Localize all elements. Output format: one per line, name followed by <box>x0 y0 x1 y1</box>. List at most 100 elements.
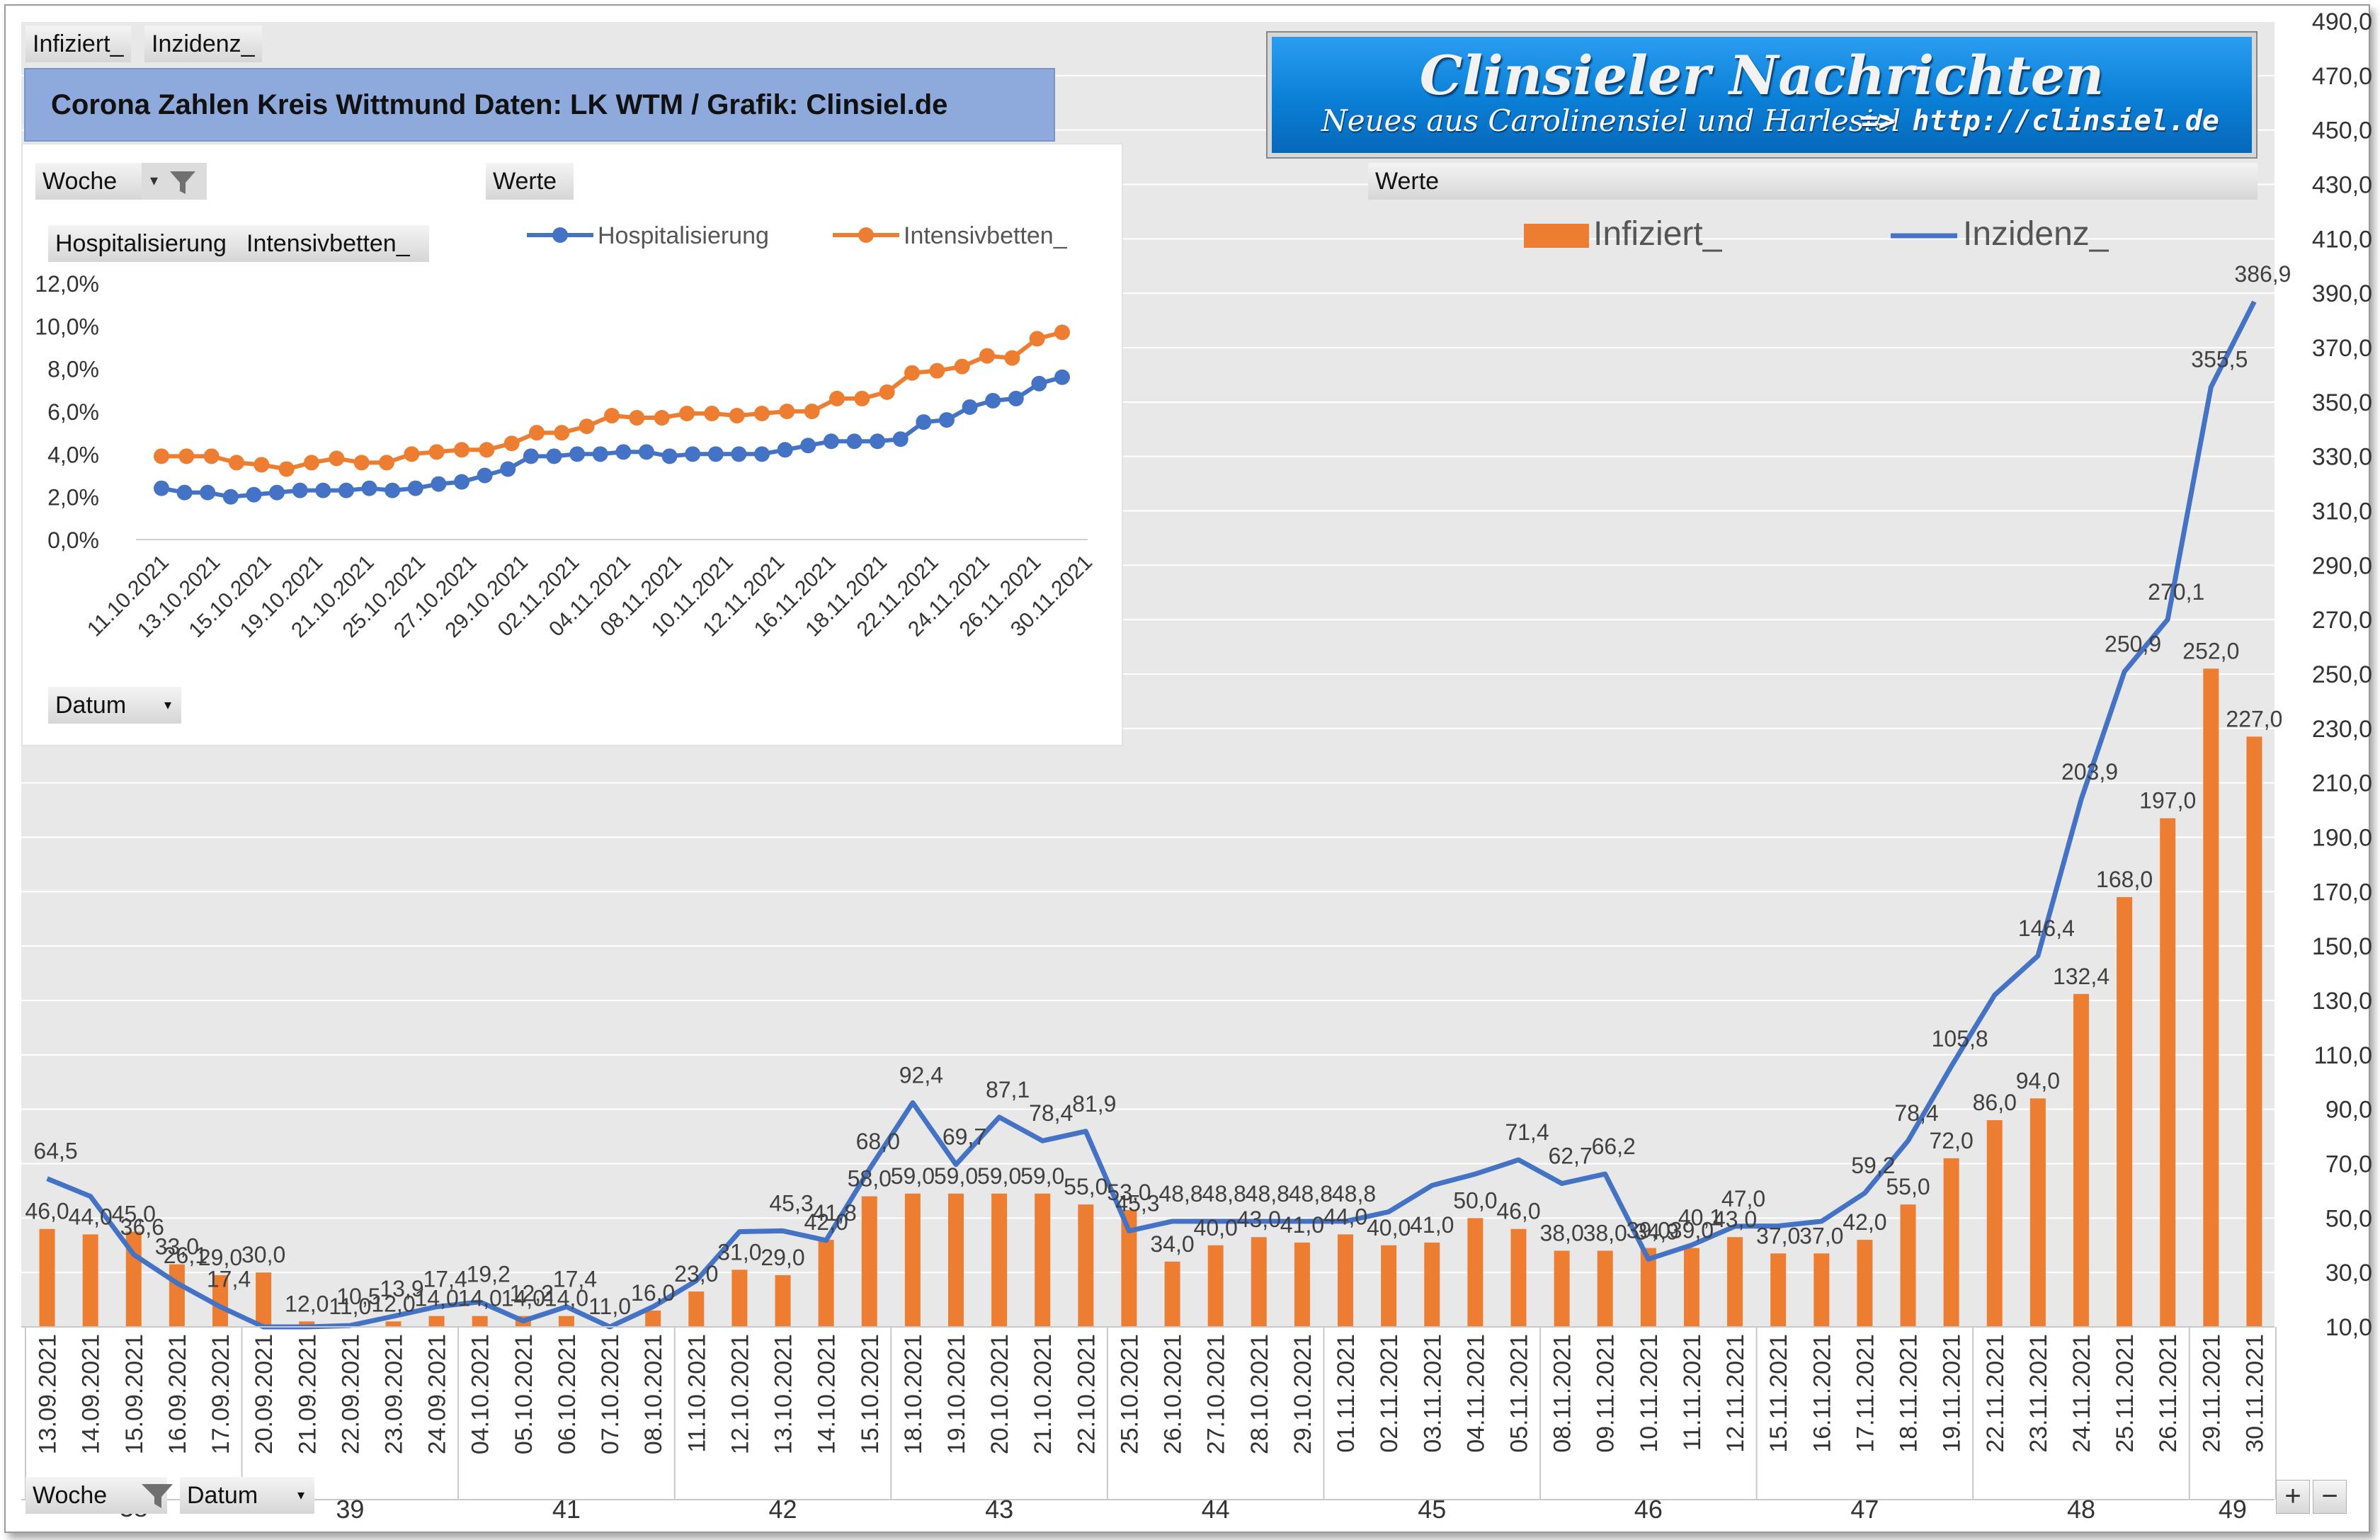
inset-field-intensivbetten[interactable]: Intensivbetten_ <box>239 225 429 262</box>
bar-data-label: 23,0 <box>674 1261 718 1287</box>
line-data-label: 17,4 <box>553 1267 597 1292</box>
y-tick-label: 90,0 <box>2325 1097 2372 1124</box>
x-tick-label: 04.11.2021 <box>1462 1334 1489 1453</box>
inset-chart: 0,0%2,0%4,0%6,0%8,0%10,0%12,0%11.10.2021… <box>35 222 1097 642</box>
line-data-label: 17,4 <box>207 1267 251 1292</box>
week-label: 47 <box>1850 1495 1879 1524</box>
inset-point <box>754 446 770 462</box>
bar-data-label: 37,0 <box>1756 1223 1800 1248</box>
line-data-label: 47,0 <box>1721 1186 1765 1211</box>
line-data-label: 45,3 <box>769 1190 813 1216</box>
field-button-infiziert[interactable]: Infiziert_ <box>25 25 131 62</box>
inset-point <box>503 435 520 452</box>
inset-datum-button[interactable]: Datum ▾ <box>48 687 181 724</box>
bar <box>82 1234 98 1327</box>
y-tick-label: 430,0 <box>2312 172 2372 199</box>
inset-point <box>800 438 816 454</box>
werte-field-button[interactable]: Werte <box>1368 163 2257 200</box>
inset-series-line <box>161 375 1063 499</box>
line-data-label: 48,8 <box>1332 1181 1376 1207</box>
x-tick-label: 14.10.2021 <box>814 1334 841 1454</box>
inset-point <box>707 446 724 462</box>
x-tick-label: 11.11.2021 <box>1679 1334 1706 1451</box>
inset-point <box>454 474 469 490</box>
inset-point <box>1004 350 1020 366</box>
bar-data-label: 94,0 <box>2016 1068 2060 1093</box>
bar-data-label: 34,0 <box>1150 1231 1194 1257</box>
inset-filter-button[interactable]: ▾ <box>142 163 207 200</box>
legend-label: Inzidenz_ <box>1963 215 2109 253</box>
line-data-label: 250,9 <box>2105 632 2161 657</box>
inset-y-tick-label: 12,0% <box>35 271 99 297</box>
y-tick-label: 270,0 <box>2312 607 2372 634</box>
bar-data-label: 14,0 <box>414 1286 458 1311</box>
woche-field-button[interactable]: Woche <box>25 1477 167 1514</box>
bar <box>2029 1098 2046 1327</box>
y-tick-label: 490,0 <box>2312 8 2372 35</box>
inset-chart-panel: Woche ▾ Werte Hospitalisierung Intensivb… <box>21 143 1123 746</box>
inset-point <box>379 455 394 471</box>
inset-point <box>638 444 654 460</box>
line-data-label: 81,9 <box>1072 1091 1116 1117</box>
bar-data-label: 11,0 <box>588 1294 631 1319</box>
x-tick-label: 29.10.2021 <box>1289 1334 1316 1454</box>
bar <box>1164 1261 1180 1327</box>
bar <box>1943 1158 1959 1327</box>
x-tick-label: 21.09.2021 <box>294 1334 321 1454</box>
inset-point <box>870 433 886 450</box>
inset-point <box>203 448 220 464</box>
inset-point <box>1008 390 1024 406</box>
line-data-label: 19,2 <box>467 1262 511 1287</box>
line-data-label: 105,8 <box>1932 1026 1988 1051</box>
bar <box>1554 1250 1570 1327</box>
x-tick-label: 12.11.2021 <box>1722 1334 1749 1453</box>
bar-data-label: 132,4 <box>2053 964 2109 989</box>
line-data-label: 68,0 <box>856 1129 900 1154</box>
x-tick-label: 15.09.2021 <box>121 1334 148 1454</box>
inset-point <box>685 446 701 462</box>
bar <box>1857 1240 1873 1327</box>
inset-point <box>1029 331 1045 347</box>
bar <box>688 1291 705 1327</box>
filter-icon[interactable] <box>139 1480 177 1511</box>
line-data-label: 48,8 <box>1289 1181 1333 1207</box>
x-tick-label: 11.10.2021 <box>683 1334 710 1453</box>
datum-field-button[interactable]: Datum ▾ <box>180 1477 314 1514</box>
inset-woche-button[interactable]: Woche <box>35 163 142 200</box>
zoom-in-button[interactable]: + <box>2276 1480 2310 1514</box>
inset-werte-button[interactable]: Werte <box>486 163 574 200</box>
bar-data-label: 72,0 <box>1929 1128 1973 1153</box>
x-tick-label: 09.11.2021 <box>1593 1334 1619 1453</box>
inset-point <box>846 433 862 450</box>
y-tick-label: 410,0 <box>2312 226 2372 253</box>
bar-data-label: 45,0 <box>112 1202 156 1227</box>
bar <box>1424 1242 1440 1327</box>
x-tick-label: 19.11.2021 <box>1939 1334 1966 1453</box>
inset-point <box>804 404 820 419</box>
inset-legend-label: Hospitalisierung <box>598 222 769 249</box>
y-tick-label: 10,0 <box>2325 1314 2372 1341</box>
inset-point <box>428 444 445 460</box>
bar-data-label: 197,0 <box>2139 788 2196 814</box>
line-data-label: 48,8 <box>1158 1181 1202 1207</box>
zoom-out-button[interactable]: − <box>2313 1480 2347 1514</box>
bar-data-label: 40,0 <box>1194 1215 1238 1240</box>
bar <box>385 1321 402 1327</box>
bar-data-label: 33,0 <box>155 1234 199 1260</box>
bar-data-label: 46,0 <box>1496 1199 1540 1224</box>
bar <box>1770 1253 1787 1327</box>
y-tick-label: 170,0 <box>2312 879 2372 906</box>
line-data-label: 270,1 <box>2148 579 2204 605</box>
bar-data-label: 41,0 <box>1410 1212 1454 1238</box>
inset-point <box>229 455 244 471</box>
line-data-label: 13,9 <box>380 1276 423 1301</box>
inset-point <box>353 455 370 471</box>
y-tick-label: 330,0 <box>2312 444 2372 471</box>
bar-data-label: 227,0 <box>2226 706 2282 731</box>
inset-y-tick-label: 4,0% <box>47 442 99 467</box>
x-tick-label: 30.11.2021 <box>2241 1334 2268 1453</box>
bar-data-label: 31,0 <box>717 1239 761 1265</box>
x-tick-label: 02.11.2021 <box>1376 1334 1403 1453</box>
field-button-inzidenz[interactable]: Inzidenz_ <box>144 25 262 62</box>
inset-field-hospitalisierung[interactable]: Hospitalisierung <box>48 225 239 262</box>
